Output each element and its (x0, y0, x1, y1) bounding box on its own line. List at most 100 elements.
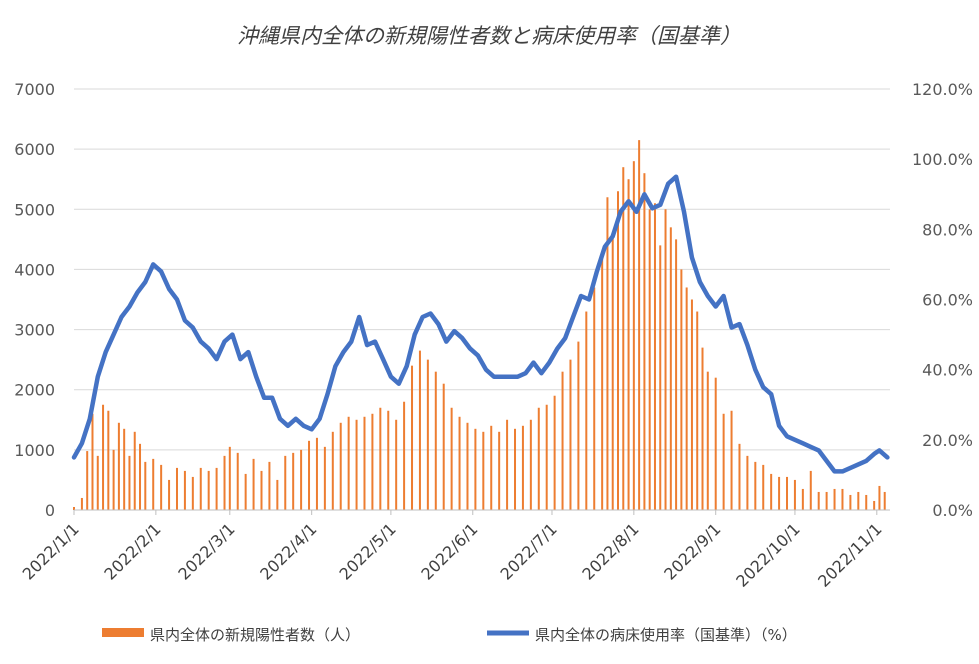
case-bar (865, 494, 868, 510)
case-bar (659, 245, 662, 510)
case-bar (284, 455, 287, 510)
case-bar (617, 191, 619, 510)
gridlines (74, 88, 890, 511)
case-bar (706, 371, 709, 510)
case-bar (168, 479, 171, 510)
case-bar (722, 413, 725, 510)
case-bar (379, 407, 382, 510)
right-tick-label: 40.0% (922, 361, 973, 380)
right-tick-label: 80.0% (922, 220, 973, 239)
case-bar (139, 443, 142, 510)
case-bar (537, 407, 540, 510)
right-tick-label: 20.0% (922, 431, 973, 450)
x-tick-label: 2022/6/1 (417, 519, 481, 583)
left-tick-label: 3000 (14, 321, 55, 340)
case-bar (770, 473, 773, 510)
case-bar (545, 404, 548, 510)
case-bar (183, 470, 186, 510)
case-bar (315, 437, 318, 510)
case-bar (514, 428, 517, 510)
case-bar (276, 479, 279, 510)
case-bar (825, 491, 828, 510)
case-bar (331, 431, 334, 510)
case-bar (648, 209, 651, 511)
case-bar (601, 251, 604, 510)
case-bar (434, 371, 437, 510)
case-bar (878, 485, 881, 510)
case-bar (738, 443, 741, 510)
left-tick-label: 5000 (14, 200, 55, 219)
case-bar (561, 371, 564, 510)
left-tick-label: 2000 (14, 381, 55, 400)
case-bar (268, 461, 271, 510)
x-tick-label: 2022/5/1 (335, 519, 399, 583)
case-bar (144, 461, 147, 510)
left-tick-label: 1000 (14, 441, 55, 460)
x-tick-label: 2022/10/1 (732, 519, 803, 590)
case-bar (833, 488, 836, 510)
case-bar (175, 467, 178, 510)
left-y-axis: 0 1000 2000 3000 4000 5000 6000 7000 (14, 80, 55, 520)
case-bar (883, 491, 886, 510)
case-bar (809, 470, 812, 510)
case-bar (80, 497, 83, 510)
case-bar (199, 467, 202, 510)
case-bar (690, 299, 693, 510)
case-bar (669, 227, 672, 511)
case-bar (86, 451, 89, 510)
case-bar (482, 431, 485, 510)
case-bar (521, 425, 524, 510)
case-bar (91, 413, 94, 510)
case-bar (611, 233, 614, 511)
case-bar (778, 476, 781, 510)
bed-usage-series-line (71, 174, 890, 474)
case-bar (223, 455, 226, 510)
case-bar (786, 476, 789, 510)
case-bar (553, 395, 556, 510)
case-bar (841, 488, 844, 510)
legend-line-label: 県内全体の病床使用率（国基準）（%） (535, 626, 797, 644)
case-bar (643, 173, 646, 510)
right-tick-label: 120.0% (912, 80, 973, 99)
case-bar (403, 401, 406, 510)
case-bar (228, 446, 231, 510)
case-bar (96, 455, 99, 510)
case-bar (133, 431, 136, 510)
case-bar (117, 422, 120, 510)
x-tick-label: 2022/1/1 (19, 519, 83, 583)
case-bar (323, 446, 326, 510)
left-tick-label: 7000 (14, 80, 55, 99)
x-tick-label: 2022/9/1 (660, 519, 724, 583)
chart-title: 沖縄県内全体の新規陽性者数と病床使用率（国基準） (237, 24, 741, 48)
case-bar (73, 506, 75, 510)
case-bar (442, 383, 445, 510)
case-bar (355, 419, 358, 510)
case-bar (701, 347, 704, 510)
case-bar (207, 470, 210, 510)
case-bar (308, 440, 311, 510)
case-bar (627, 179, 630, 510)
case-bar (529, 419, 532, 510)
x-tick-label: 2022/11/1 (814, 519, 885, 590)
case-bar (569, 359, 572, 510)
case-bar (387, 410, 390, 510)
left-tick-label: 4000 (14, 260, 55, 279)
case-bar (102, 404, 105, 510)
case-bar (577, 341, 580, 510)
case-bar (252, 458, 255, 510)
case-bar (347, 416, 350, 510)
case-bar (664, 209, 667, 511)
case-bar (638, 140, 641, 510)
case-bar (762, 464, 765, 510)
case-bar (585, 311, 588, 510)
x-tick-label: 2022/2/1 (100, 519, 164, 583)
case-bar (191, 476, 194, 510)
case-bar (215, 467, 218, 510)
case-bar (714, 377, 717, 510)
case-bar (450, 407, 453, 510)
case-bar (411, 365, 414, 510)
case-bar (128, 455, 131, 510)
case-bar (622, 167, 625, 510)
case-bar (873, 500, 876, 510)
case-bar (300, 449, 303, 510)
